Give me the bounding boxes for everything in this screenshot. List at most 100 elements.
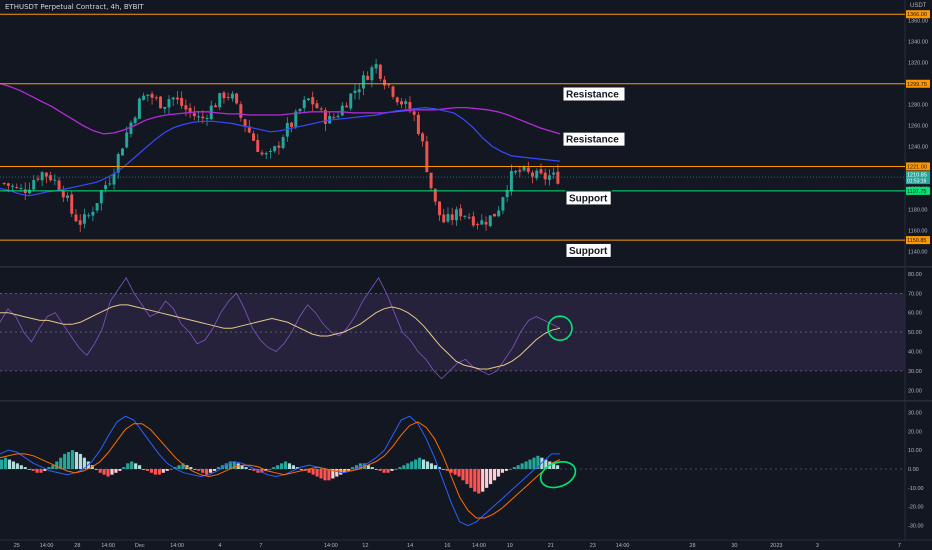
panel-separator [0, 400, 932, 402]
macd-histogram-bar [145, 469, 150, 471]
macd-tick-label: -30.00 [908, 524, 924, 530]
candle-body [484, 221, 488, 225]
time-tick-label: 14:00 [324, 543, 338, 549]
candle-body [70, 194, 74, 214]
candle-body [171, 97, 175, 100]
candle-body [285, 122, 289, 137]
candle-body [438, 201, 442, 216]
level-badge-label: 1221.00 [907, 164, 927, 170]
macd-histogram-bar [354, 465, 359, 469]
candle-body [120, 148, 124, 156]
macd-line [0, 415, 560, 527]
price-tick-label: 1340.00 [908, 40, 928, 46]
candle-body [391, 86, 395, 97]
countdown-timer: 01:53:16 [907, 179, 927, 185]
rsi-tick-label: 60.00 [908, 311, 922, 317]
macd-histogram-bar [268, 469, 272, 470]
macd-histogram-bar [347, 469, 351, 471]
macd-histogram-bar [51, 465, 55, 469]
rsi-tick-label: 50.00 [908, 330, 922, 336]
time-tick-label: 14:00 [40, 543, 54, 549]
candle-body [294, 111, 298, 127]
time-tick-label: 14:00 [170, 543, 184, 549]
macd-histogram-bar [390, 469, 394, 471]
time-tick-label: 12 [362, 543, 368, 549]
candle-body [556, 171, 560, 184]
candle-body [116, 154, 120, 173]
macd-histogram-bar [291, 465, 295, 469]
macd-histogram-bar [149, 469, 154, 473]
macd-histogram-bar [469, 469, 473, 488]
rsi-circle-annotation [547, 315, 573, 342]
macd-histogram-bar [23, 467, 27, 469]
candle-body [332, 117, 336, 119]
annotation-label: Support [569, 246, 608, 257]
macd-histogram-bar [418, 457, 422, 469]
time-tick-label: 14 [407, 543, 413, 549]
candle-body [306, 98, 310, 101]
macd-histogram-bar [0, 459, 4, 469]
macd-histogram-bar [114, 469, 118, 473]
rsi-tick-label: 80.00 [908, 272, 922, 278]
time-tick-label: 7 [898, 543, 901, 549]
candle-body [298, 108, 302, 112]
candle-body [36, 178, 40, 180]
macd-histogram-bar [461, 469, 465, 481]
time-tick-label: 28 [689, 543, 695, 549]
candle-body [44, 172, 48, 177]
candle-body [421, 133, 425, 142]
price-tick-label: 1260.00 [908, 124, 928, 130]
macd-histogram-bar [414, 459, 418, 469]
time-tick-label: Dec [135, 543, 145, 549]
currency-label: USDT [910, 3, 927, 9]
time-tick-label: 7 [259, 543, 262, 549]
macd-histogram-bar [437, 467, 441, 469]
candle-body [552, 172, 556, 175]
macd-histogram-bar [94, 469, 98, 470]
macd-histogram-bar [240, 465, 244, 469]
level-badge [906, 10, 930, 19]
macd-histogram-bar [457, 469, 461, 477]
macd-histogram-bar [382, 469, 386, 473]
candle-body [277, 145, 281, 148]
candle-body [192, 113, 196, 117]
price-tick-label: 1160.00 [908, 229, 927, 235]
candle-body [467, 217, 471, 219]
macd-histogram-bar [252, 469, 256, 471]
macd-histogram-bar [370, 467, 374, 469]
macd-histogram-bar [441, 469, 445, 470]
candle-body [188, 107, 192, 112]
candle-body [175, 97, 179, 100]
candle-body [395, 97, 399, 103]
macd-histogram-bar [465, 469, 469, 485]
macd-histogram-bar [248, 469, 252, 470]
chart-title: ETHUSDT Perpetual Contract, 4h, BYBIT [5, 3, 144, 11]
candle-body [526, 167, 530, 172]
rsi-line [0, 277, 561, 380]
candle-body [357, 89, 361, 93]
candle-body [505, 190, 509, 198]
macd-histogram-bar [19, 465, 23, 469]
candle-body [112, 173, 116, 185]
macd-tick-label: 10.00 [908, 448, 922, 454]
candle-body [163, 106, 167, 109]
macd-histogram-bar [177, 465, 181, 469]
macd-histogram-bar [386, 469, 390, 473]
current-price-badge [906, 171, 930, 185]
macd-histogram-bar [141, 469, 146, 470]
candle-body [281, 137, 285, 149]
macd-tick-label: 30.00 [908, 410, 922, 416]
macd-histogram-bar [394, 469, 398, 470]
macd-histogram-bar [339, 469, 343, 475]
candle-body [205, 118, 209, 120]
candle-body [129, 122, 133, 134]
macd-histogram-bar [70, 450, 75, 469]
macd-histogram-bar [82, 457, 86, 469]
candle-body [273, 146, 277, 152]
candle-body [476, 224, 480, 226]
candle-body [416, 114, 420, 135]
level-badge-label: 1366.00 [907, 12, 927, 18]
candle-body [429, 172, 433, 189]
candle-body [167, 99, 171, 108]
